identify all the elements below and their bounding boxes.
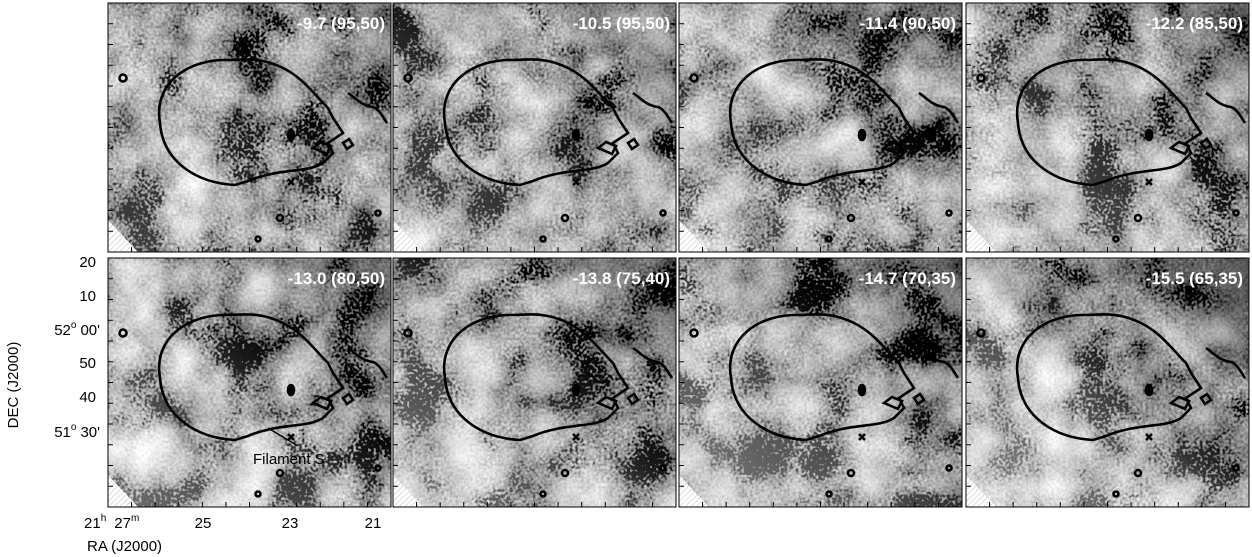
channel-label: -12.2 (85,50) [1146,14,1243,33]
m: m [131,513,139,524]
channel-panel: -10.5 (95,50) [393,3,676,252]
deg-sign: o [71,320,77,331]
emission-shading [393,258,676,507]
figure: -9.7 (95,50) -10.5 (95,50) -11.4 (90,50) -1… [0,0,1252,557]
y-tick-label: 50 [79,355,96,372]
channel-label: -15.5 (65,35) [1146,269,1243,288]
channel-panel: -14.7 (70,35) [679,258,962,507]
x-tick-label: 25 [195,515,212,532]
emission-shading [966,3,1249,252]
channel-panel: -13.8 (75,40) [393,258,676,507]
x-tick-label: 23 [282,515,299,532]
emission-shading [108,3,391,252]
panel-grid: -9.7 (95,50) -10.5 (95,50) -11.4 (90,50) -1… [108,3,1249,507]
channel-panel: -15.5 (65,35) [966,258,1249,507]
channel-label: -10.5 (95,50) [573,14,670,33]
channel-label: -13.0 (80,50) [288,269,385,288]
emission-shading [108,258,391,507]
hours: 21 [84,515,101,532]
channel-panel: -13.0 (80,50) Filament S [108,258,391,507]
channel-label: -14.7 (70,35) [859,269,956,288]
emission-shading [393,3,676,252]
x-tick-label: 21 [365,515,382,532]
h: h [101,513,107,524]
y-axis-title: DEC (J2000) [5,342,22,429]
channel-label: -13.8 (75,40) [573,269,670,288]
deg: 51 [54,424,71,441]
y-tick-label: 40 [79,389,96,406]
emission-shading [679,3,962,252]
y-tick-label: 10 [79,288,96,305]
deg-sign: o [71,422,77,433]
emission-shading [966,258,1249,507]
deg: 52 [54,322,71,339]
x-tick-label: 21h 27m [84,513,139,532]
minutes: 27 [114,515,131,532]
min: 00' [80,322,100,339]
annotation: Filament S [253,451,325,468]
x-axis-title: RA (J2000) [87,538,162,555]
emission-shading [679,258,962,507]
channel-panel: -11.4 (90,50) [679,3,962,252]
channel-label: -11.4 (90,50) [860,14,956,33]
y-tick-label: 20 [79,254,96,271]
channel-panel: -9.7 (95,50) [108,3,391,252]
channel-label: -9.7 (95,50) [297,14,385,33]
min: 30' [80,424,100,441]
channel-panel: -12.2 (85,50) [966,3,1249,252]
